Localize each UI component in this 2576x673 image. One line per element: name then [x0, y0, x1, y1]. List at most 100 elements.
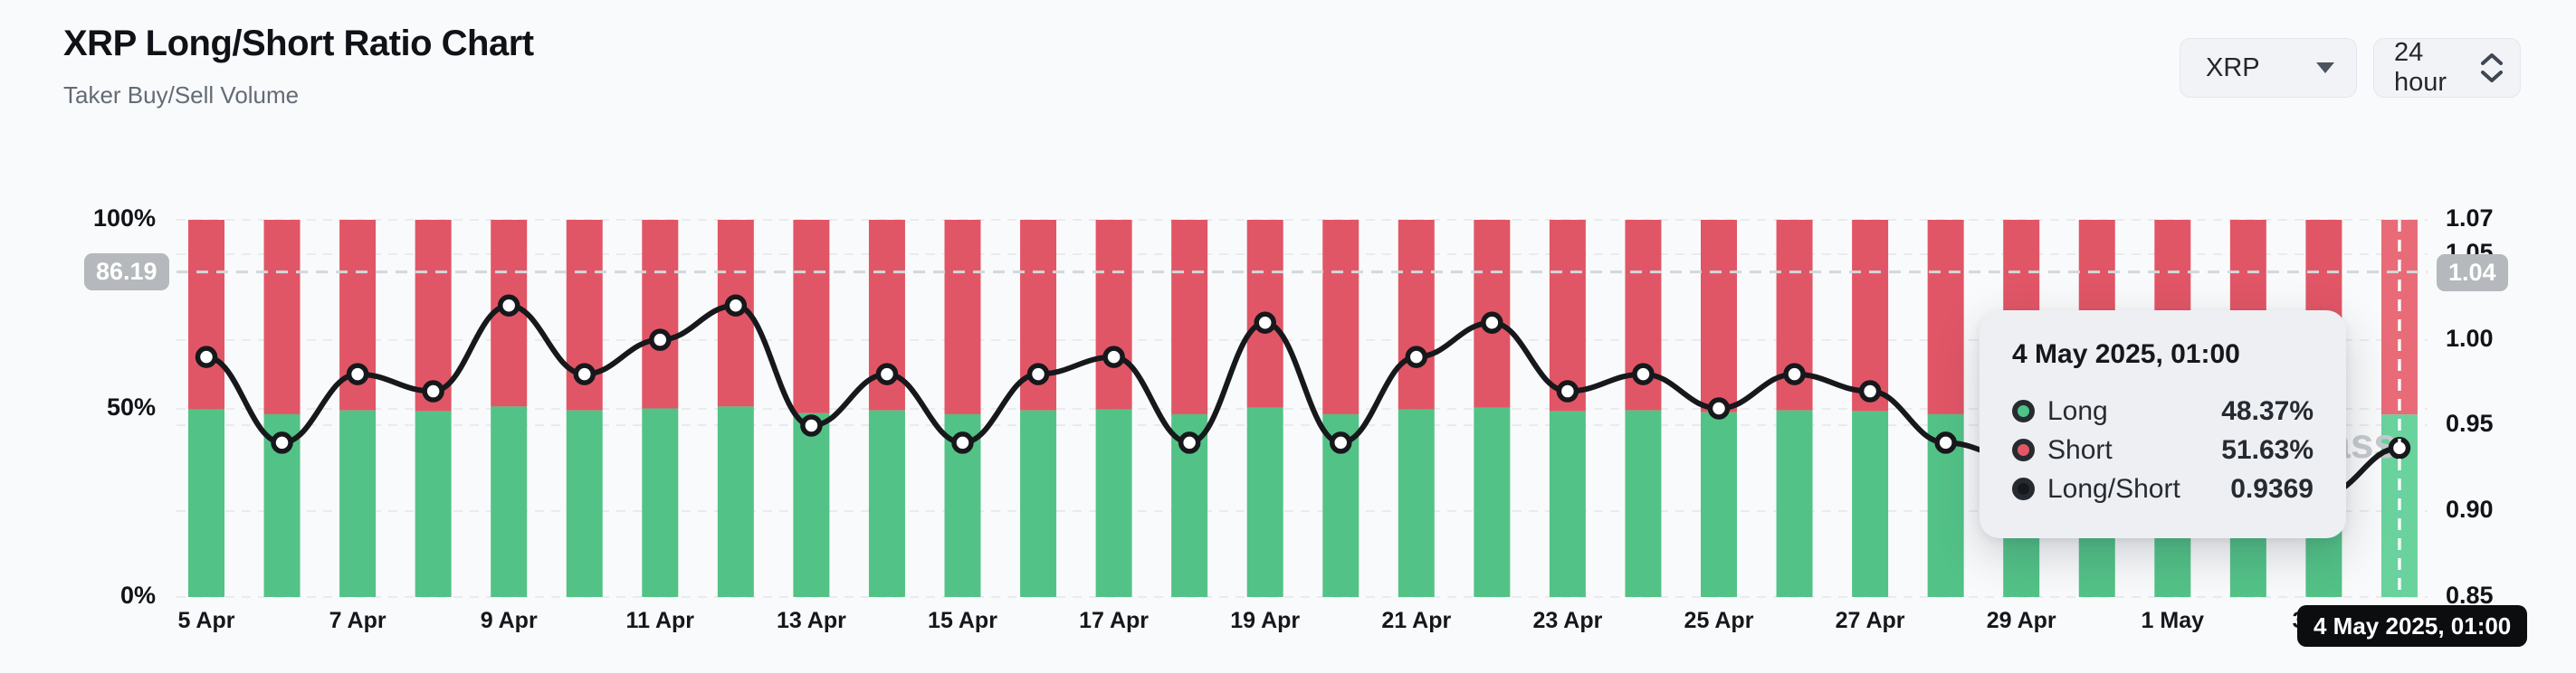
x-tick-5 Apr: 5 Apr: [177, 608, 235, 633]
page-subtitle: Taker Buy/Sell Volume: [63, 81, 300, 109]
bar-short-13 Apr[interactable]: [793, 220, 830, 413]
tooltip-row-ratio: Long/Short 0.9369: [2012, 469, 2314, 508]
line-marker-10 Apr[interactable]: [573, 363, 596, 385]
bar-short-25 Apr[interactable]: [1701, 220, 1737, 412]
unfold-icon: [2480, 53, 2504, 82]
bar-long-24 Apr[interactable]: [1625, 410, 1662, 597]
long-dot-icon: [2012, 400, 2035, 422]
x-tick-1 May: 1 May: [2141, 608, 2205, 633]
short-dot-icon: [2012, 439, 2035, 461]
line-marker-21 Apr[interactable]: [1405, 346, 1428, 368]
bar-long-23 Apr[interactable]: [1549, 411, 1586, 597]
bar-long-7 Apr[interactable]: [339, 410, 377, 597]
bar-short-6 Apr[interactable]: [263, 220, 301, 414]
interval-select-value: 24 hour: [2394, 38, 2447, 97]
crosshair-x-badge: 4 May 2025, 01:00: [2297, 605, 2528, 647]
bar-long-22 Apr[interactable]: [1474, 407, 1511, 597]
y-right-tick-0.95: 0.95: [2446, 410, 2494, 438]
bar-short-5 Apr[interactable]: [188, 220, 224, 410]
bar-short-28 Apr[interactable]: [1927, 220, 1964, 414]
bar-short-15 Apr[interactable]: [944, 220, 981, 414]
line-marker-7 Apr[interactable]: [346, 363, 369, 385]
tooltip-short-value: 51.63%: [2221, 434, 2314, 465]
y-left-tick-50%: 50%: [106, 393, 156, 421]
bar-short-27 Apr[interactable]: [1852, 220, 1889, 412]
bar-long-12 Apr[interactable]: [717, 406, 754, 597]
bar-long-26 Apr[interactable]: [1776, 410, 1813, 597]
bar-long-10 Apr[interactable]: [566, 410, 603, 597]
line-marker-9 Apr[interactable]: [497, 294, 520, 318]
crosshair-y-left-badge: 86.19: [84, 253, 169, 290]
bar-long-14 Apr[interactable]: [868, 410, 905, 597]
crosshair-layer: [177, 220, 2428, 597]
bar-long-16 Apr[interactable]: [1020, 410, 1057, 597]
tooltip-row-short: Short 51.63%: [2012, 431, 2314, 469]
line-marker-6 Apr[interactable]: [271, 431, 293, 454]
x-tick-25 Apr: 25 Apr: [1684, 608, 1754, 633]
line-marker-25 Apr[interactable]: [1707, 397, 1731, 420]
coin-select-value: XRP: [2206, 52, 2260, 82]
tooltip-row-long: Long 48.37%: [2012, 392, 2314, 431]
bar-long-11 Apr[interactable]: [642, 408, 679, 598]
line-marker-13 Apr[interactable]: [800, 414, 823, 437]
tooltip-long-label: Long: [2047, 395, 2108, 426]
line-marker-16 Apr[interactable]: [1026, 363, 1050, 385]
y-right-tick-0.85: 0.85: [2446, 582, 2494, 609]
line-marker-17 Apr[interactable]: [1102, 346, 1125, 368]
line-marker-20 Apr[interactable]: [1330, 431, 1352, 454]
line-marker-18 Apr[interactable]: [1178, 431, 1201, 454]
interval-select[interactable]: 24 hour: [2373, 38, 2521, 98]
line-marker-23 Apr[interactable]: [1556, 380, 1579, 403]
tooltip-short-label: Short: [2047, 434, 2113, 465]
line-marker-5 Apr[interactable]: [195, 346, 218, 368]
bar-long-19 Apr[interactable]: [1246, 407, 1283, 597]
y-left-tick-0%: 0%: [119, 582, 156, 609]
bar-long-17 Apr[interactable]: [1095, 409, 1132, 597]
bar-long-8 Apr[interactable]: [415, 411, 452, 597]
bar-long-21 Apr[interactable]: [1398, 409, 1435, 597]
x-tick-7 Apr: 7 Apr: [329, 608, 386, 633]
bar-short-21 Apr[interactable]: [1398, 220, 1435, 410]
bar-short-23 Apr[interactable]: [1549, 220, 1586, 412]
bar-short-18 Apr[interactable]: [1171, 220, 1208, 414]
line-marker-15 Apr[interactable]: [951, 431, 974, 454]
x-tick-13 Apr: 13 Apr: [776, 608, 846, 633]
bar-short-20 Apr[interactable]: [1322, 220, 1360, 414]
page-title: XRP Long/Short Ratio Chart: [63, 24, 534, 63]
y-right-tick-0.90: 0.90: [2446, 496, 2494, 524]
line-marker-24 Apr[interactable]: [1632, 363, 1655, 385]
bar-long-27 Apr[interactable]: [1852, 411, 1889, 597]
chart-tooltip: 4 May 2025, 01:00 Long 48.37% Short 51.6…: [1980, 310, 2346, 538]
bar-long-9 Apr[interactable]: [491, 406, 528, 597]
line-marker-14 Apr[interactable]: [875, 363, 899, 385]
line-marker-8 Apr[interactable]: [422, 380, 444, 403]
bar-long-13 Apr[interactable]: [793, 412, 830, 597]
x-tick-11 Apr: 11 Apr: [625, 608, 695, 633]
x-tick-19 Apr: 19 Apr: [1230, 608, 1301, 633]
bar-short-8 Apr[interactable]: [415, 220, 452, 412]
line-marker-19 Apr[interactable]: [1254, 311, 1276, 334]
bar-short-11 Apr[interactable]: [642, 220, 679, 409]
line-marker-27 Apr[interactable]: [1858, 380, 1882, 403]
tooltip-title: 4 May 2025, 01:00: [2012, 339, 2240, 369]
x-tick-23 Apr: 23 Apr: [1532, 608, 1603, 633]
line-marker-26 Apr[interactable]: [1783, 363, 1806, 385]
x-tick-17 Apr: 17 Apr: [1079, 608, 1150, 633]
line-marker-22 Apr[interactable]: [1481, 311, 1503, 334]
x-tick-9 Apr: 9 Apr: [480, 608, 538, 633]
line-marker-28 Apr[interactable]: [1934, 431, 1957, 454]
bar-long-5 Apr[interactable]: [188, 409, 224, 597]
x-tick-21 Apr: 21 Apr: [1381, 608, 1452, 633]
bar-long-25 Apr[interactable]: [1701, 412, 1737, 597]
y-right-tick-1.07: 1.07: [2446, 204, 2494, 232]
tooltip-ratio-value: 0.9369: [2230, 473, 2314, 504]
y-left-tick-100%: 100%: [92, 204, 156, 232]
x-tick-27 Apr: 27 Apr: [1835, 608, 1905, 633]
x-tick-29 Apr: 29 Apr: [1986, 608, 2056, 633]
bar-short-17 Apr[interactable]: [1095, 220, 1132, 410]
line-marker-11 Apr[interactable]: [649, 328, 672, 351]
line-marker-12 Apr[interactable]: [724, 294, 748, 318]
coin-select[interactable]: XRP: [2180, 38, 2357, 98]
